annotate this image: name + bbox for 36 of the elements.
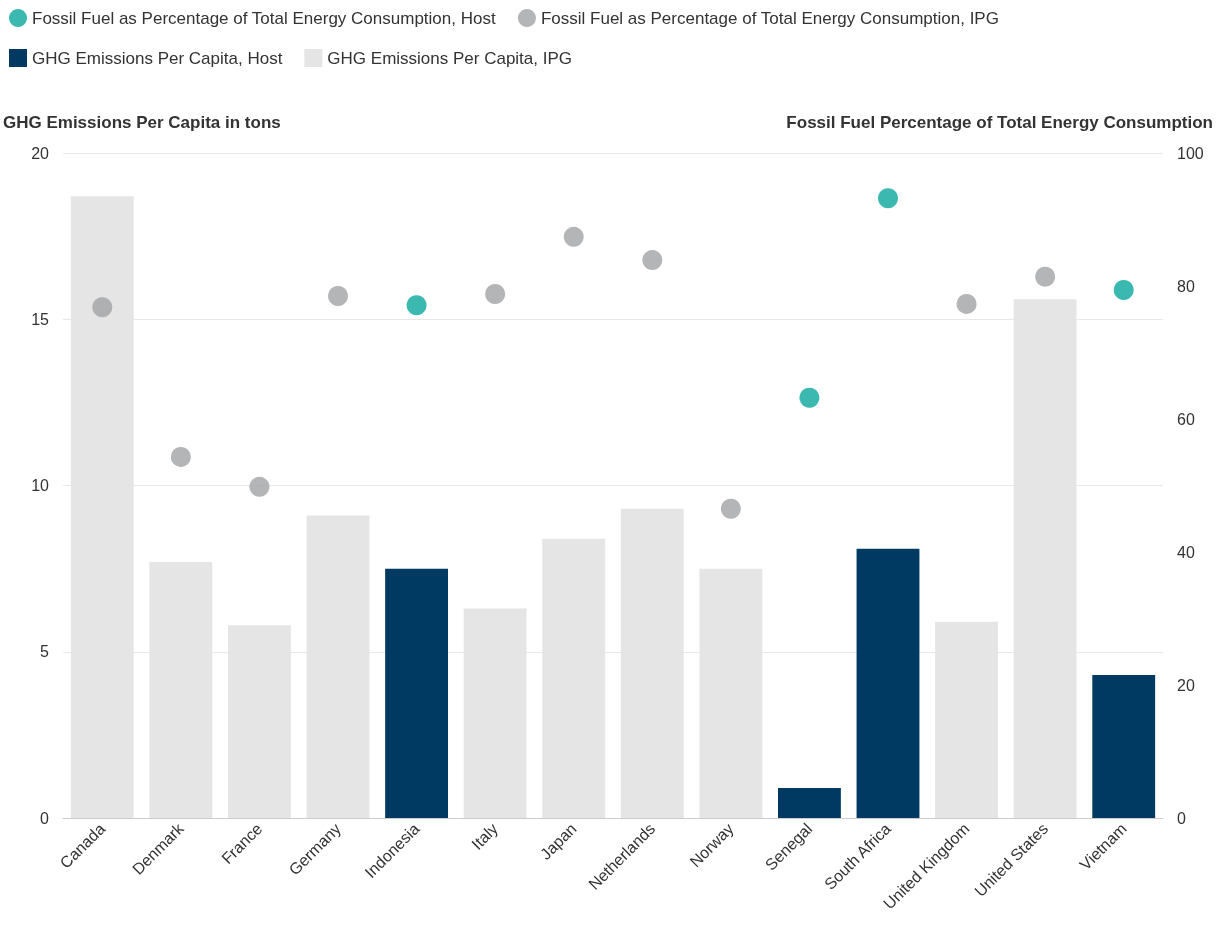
bar [385, 568, 448, 818]
point [170, 446, 191, 467]
bar [856, 548, 920, 818]
point [799, 387, 820, 408]
point [92, 297, 113, 318]
x-tick-label: Italy [468, 819, 502, 853]
point [485, 283, 506, 304]
y2-tick-label: 40 [1177, 543, 1195, 561]
y-tick-label: 0 [40, 809, 50, 827]
y-tick-label: 20 [31, 144, 50, 162]
point [328, 285, 348, 306]
y2-axis-title: Fossil Fuel Percentage of Total Energy Consumption [786, 113, 1213, 132]
legend-label: Fossil Fuel as Percentage of Total Energy Consumption, Host [32, 8, 496, 28]
point [1113, 279, 1134, 300]
y2-tick-label: 0 [1177, 809, 1186, 827]
legend-label: GHG Emissions Per Capita, IPG [327, 48, 573, 68]
bar [1092, 675, 1156, 818]
y2-tick-label: 20 [1177, 676, 1195, 694]
y2-tick-label: 80 [1177, 277, 1195, 295]
point [720, 498, 741, 519]
point [249, 476, 270, 497]
point [642, 250, 663, 271]
y2-tick-label: 100 [1177, 144, 1204, 162]
y-axis-title: GHG Emissions Per Capita in tons [3, 113, 281, 132]
legend-label: Fossil Fuel as Percentage of Total Energy Consumption, IPG [540, 8, 999, 28]
point [878, 188, 898, 209]
y-tick-label: 10 [31, 477, 50, 494]
point [563, 226, 584, 247]
point [956, 293, 977, 314]
point [1035, 266, 1056, 287]
y2-tick-label: 60 [1177, 410, 1195, 428]
legend-label: GHG Emissions Per Capita, Host [32, 48, 283, 68]
point [406, 295, 427, 316]
bar [778, 788, 841, 818]
y-tick-label: 5 [40, 643, 50, 661]
y-tick-label: 15 [31, 310, 50, 328]
